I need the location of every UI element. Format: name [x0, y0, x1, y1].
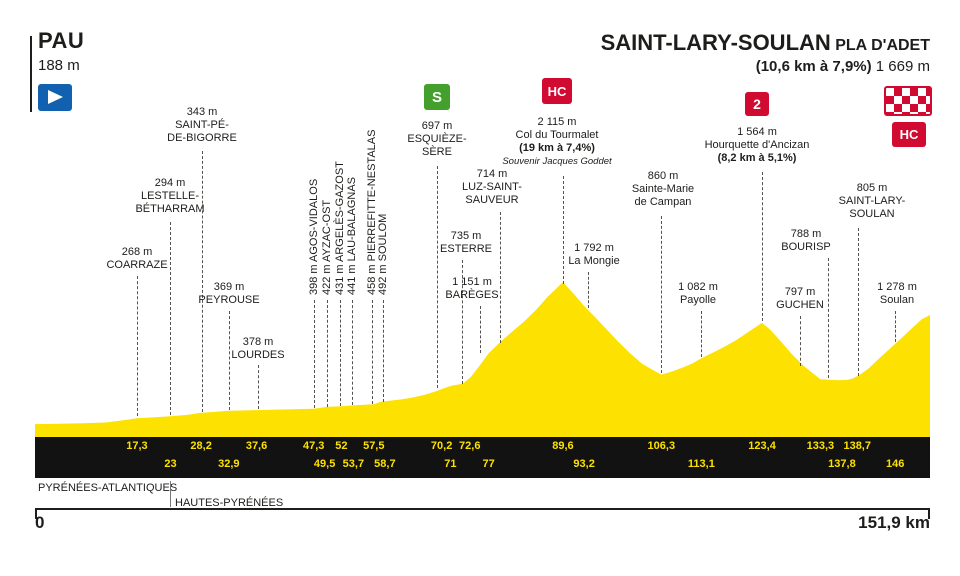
- start-header: PAU 188 m: [38, 28, 84, 74]
- region-label-pyrenees-atlantiques: PYRÉNÉES-ATLANTIQUES: [38, 482, 178, 494]
- region-label-hautes-pyrenees: HAUTES-PYRÉNÉES: [175, 497, 284, 509]
- finish-hc-badge: HC: [892, 122, 926, 147]
- distance-bar: [35, 437, 930, 478]
- finish-title: SAINT-LARY-SOULAN PLA D'ADET: [601, 30, 930, 56]
- distance-start-label: 0: [35, 513, 45, 532]
- distance-axis-line: [35, 508, 930, 519]
- start-flag-icon: [38, 84, 72, 111]
- finish-gradient: (10,6 km à 7,9%): [755, 58, 872, 75]
- start-town-name: PAU: [38, 28, 85, 53]
- distance-total-label: 151,9 km: [858, 513, 930, 532]
- finish-stats: (10,6 km à 7,9%) 1 669 m: [601, 58, 930, 75]
- finish-elevation: 1 669 m: [875, 58, 930, 75]
- region-divider: [170, 481, 171, 507]
- top-left-axis-tick: [30, 36, 32, 112]
- start-elevation: 188 m: [38, 57, 80, 74]
- finish-header: SAINT-LARY-SOULAN PLA D'ADET (10,6 km à …: [601, 30, 930, 75]
- elevation-profile-area: [35, 282, 930, 437]
- checkered-flag-icon: [884, 86, 932, 116]
- finish-suffix: PLA D'ADET: [835, 37, 930, 54]
- finish-town-name: SAINT-LARY-SOULAN: [600, 30, 831, 55]
